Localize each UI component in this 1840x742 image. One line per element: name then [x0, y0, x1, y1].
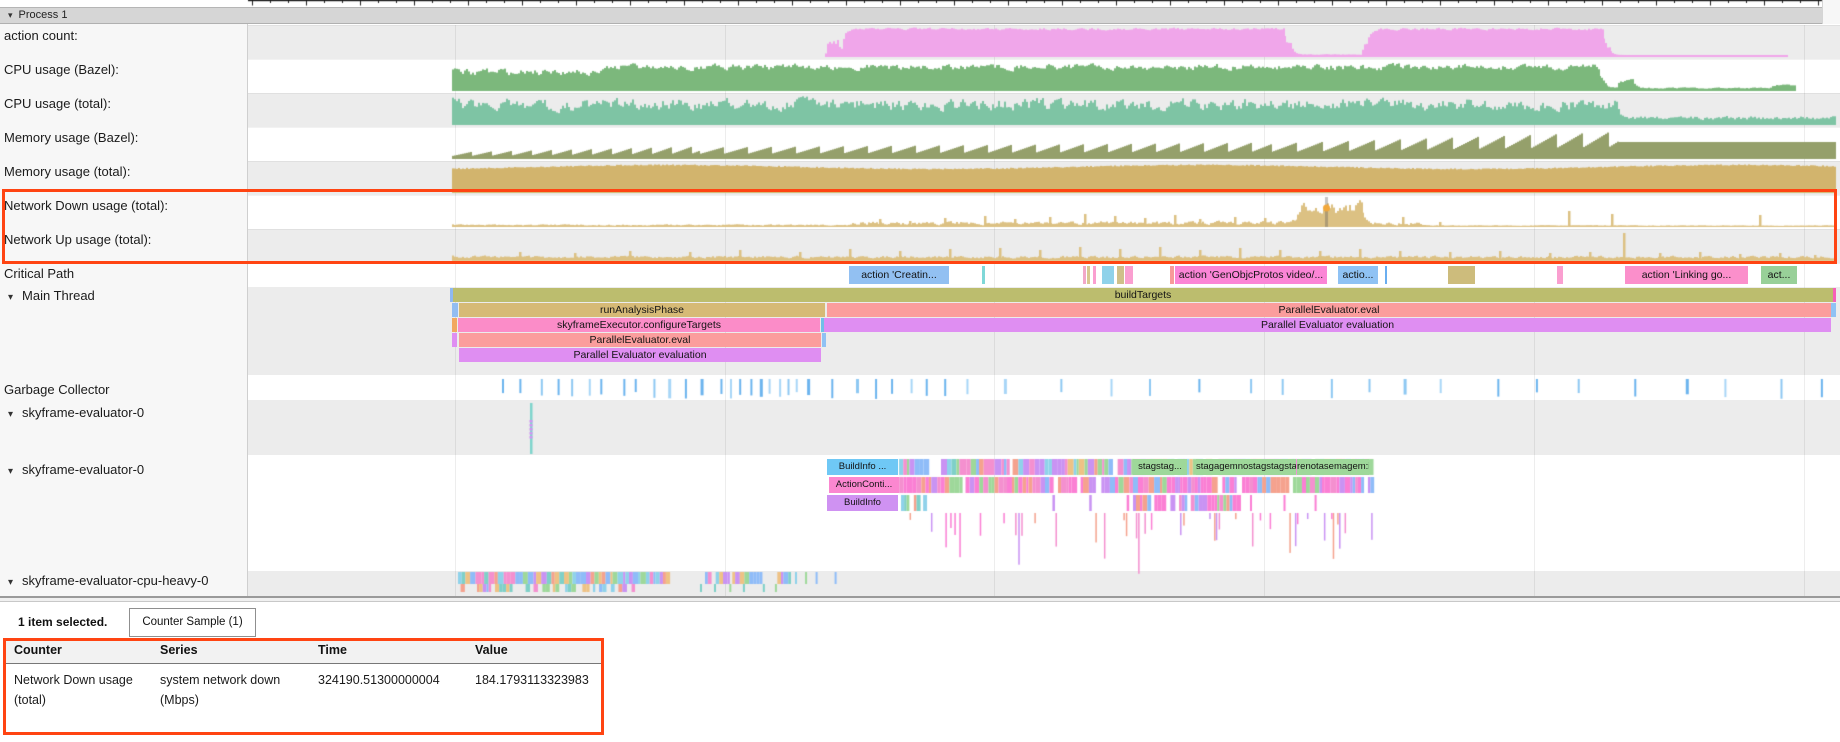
main-thread-slice[interactable] [452, 318, 457, 332]
critical-path-slice[interactable] [982, 266, 985, 284]
main-thread-slice[interactable]: skyframeExecutor.configureTargets [458, 318, 820, 332]
critical-path-slice[interactable] [1448, 266, 1475, 284]
critical-path-slice[interactable] [1093, 266, 1096, 284]
column-header-time: Time [318, 643, 347, 657]
table-cell[interactable]: 324190.51300000004 [318, 673, 440, 687]
column-header-series: Series [160, 643, 198, 657]
critical-path-slice[interactable] [1102, 266, 1114, 284]
critical-path-slice[interactable] [1087, 266, 1090, 284]
main-thread-slice[interactable] [822, 333, 826, 347]
main-thread-slice[interactable] [1831, 303, 1836, 317]
slice-label: action 'Creatin... [861, 269, 937, 281]
slice-label: ParallelEvaluator.eval [1278, 304, 1380, 316]
slice-label: BuildInfo ... [838, 461, 887, 472]
main-thread-slice[interactable]: buildTargets [453, 288, 1833, 302]
main-thread-slice[interactable]: ParallelEvaluator.eval [827, 303, 1831, 317]
critical-path-slice[interactable] [1125, 266, 1133, 284]
critical-path-slice[interactable] [1117, 266, 1124, 284]
slice-label: ActionConti... [835, 479, 893, 490]
main-thread-slice[interactable]: runAnalysisPhase [459, 303, 825, 317]
evaluator-slice[interactable]: stagagemnostagstagstag... [1196, 459, 1296, 475]
main-thread-slice[interactable]: Parallel Evaluator evaluation [459, 348, 821, 362]
critical-path-slice[interactable] [1170, 266, 1174, 284]
column-header-counter: Counter [14, 643, 62, 657]
slice-label: ParallelEvaluator.eval [589, 334, 691, 346]
slice-label: actio... [1342, 269, 1374, 281]
main-thread-slice[interactable] [452, 333, 457, 347]
slice-label: stagagemnostagstagstag... [1196, 461, 1296, 472]
slice-label: buildTargets [1114, 289, 1172, 301]
slice-label: runAnalysisPhase [599, 304, 685, 316]
main-thread-slice[interactable]: Parallel Evaluator evaluation [824, 318, 1831, 332]
critical-path-slice[interactable]: action 'Linking go... [1625, 266, 1748, 284]
slice-label: Parallel Evaluator evaluation [1260, 319, 1395, 331]
counter-sample-table: Counter Series Time Value Network Down usag… [3, 638, 604, 735]
slice-label: renotasemagem:itage.remot... [1297, 461, 1369, 472]
evaluator-slice[interactable]: ActionConti... [829, 477, 899, 493]
slice-label: stagstag... [1138, 461, 1182, 472]
slice-label: act... [1767, 269, 1791, 281]
critical-path-slice[interactable]: actio... [1338, 266, 1378, 284]
critical-path-slice[interactable]: action 'GenObjcProtos video/... [1175, 266, 1327, 284]
critical-path-slice[interactable] [1557, 266, 1563, 284]
slice-label: Parallel Evaluator evaluation [573, 349, 707, 361]
slice-label: skyframeExecutor.configureTargets [557, 319, 721, 331]
critical-path-slice[interactable] [1385, 266, 1387, 284]
main-thread-slice[interactable] [1833, 288, 1836, 302]
evaluator-slice[interactable]: BuildInfo [827, 495, 898, 511]
critical-path-slice[interactable]: act... [1761, 266, 1797, 284]
evaluator-slice[interactable]: stagstag... [1133, 459, 1187, 475]
table-cell[interactable]: Network Down usage (total) [14, 673, 133, 707]
table-header-row: Counter Series Time Value [3, 638, 604, 664]
details-panel: 1 item selected. Counter Sample (1) Coun… [0, 602, 1840, 742]
critical-path-slice[interactable]: action 'Creatin... [849, 266, 949, 284]
panel-resize-divider[interactable] [0, 596, 1840, 602]
tab-counter-sample[interactable]: Counter Sample (1) [129, 608, 256, 637]
slice-label: action 'GenObjcProtos video/... [1178, 269, 1324, 281]
evaluator-slice[interactable]: BuildInfo ... [827, 459, 898, 475]
selection-status: 1 item selected. [18, 615, 108, 629]
main-thread-slice[interactable]: ParallelEvaluator.eval [459, 333, 821, 347]
main-thread-slice[interactable] [450, 288, 453, 302]
table-cell[interactable]: 184.1793113323983 [475, 673, 589, 687]
slice-label: BuildInfo [844, 497, 881, 508]
column-header-value: Value [475, 643, 508, 657]
main-thread-slice[interactable] [452, 303, 458, 317]
table-cell[interactable]: system network down (Mbps) [160, 673, 281, 707]
critical-path-slice[interactable] [1083, 266, 1086, 284]
main-thread-slice[interactable] [821, 318, 824, 332]
evaluator-slice[interactable]: renotasemagem:itage.remot... [1297, 459, 1369, 475]
slice-label: action 'Linking go... [1641, 269, 1732, 281]
